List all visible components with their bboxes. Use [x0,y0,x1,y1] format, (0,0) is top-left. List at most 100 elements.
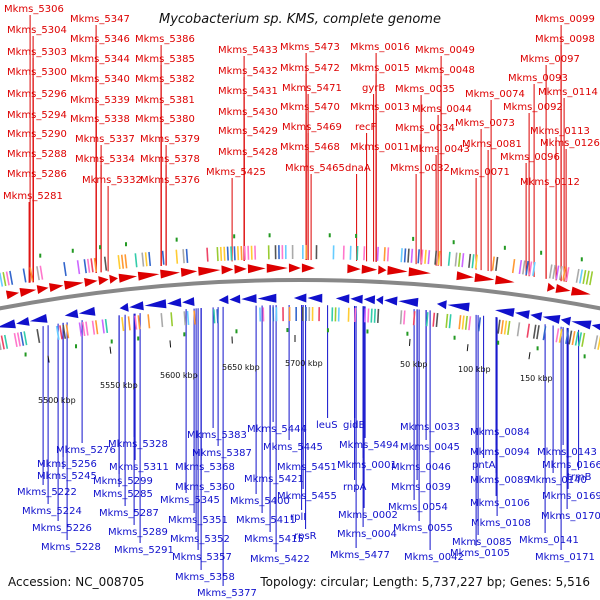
reverse-gene-arrow [398,297,419,307]
reverse-gene-arrow [384,296,398,306]
forward-gene-label: Mkms_5304 [7,25,67,36]
rna-marker [580,257,583,262]
function-stripe [121,317,125,332]
scale-tick-label: 5600 kbp [160,371,198,380]
reverse-gene-arrow [363,295,376,305]
function-stripe [137,315,141,330]
function-stripe [420,249,424,264]
forward-gene-label: Mkms_5381 [135,95,195,106]
reverse-gene-label: Mkms_0033 [400,422,460,433]
function-stripe [568,330,573,345]
function-stripe [120,254,125,269]
function-stripe [223,246,226,261]
function-stripe [0,335,5,350]
reverse-gene-label: Mkms_5360 [175,482,235,493]
forward-gene-arrow [49,283,64,292]
forward-gene-label: Mkms_5428 [218,147,278,158]
forward-gene-label: Mkms_5334 [75,154,135,165]
function-stripe [434,250,438,265]
reverse-gene-label: Mkms_0085 [452,537,512,548]
function-stripe [117,255,121,270]
scale-tick [169,340,172,348]
reverse-gene-label: Mkms_5299 [93,476,153,487]
forward-gene-arrow [198,266,221,276]
forward-gene-label: Mkms_5288 [7,149,67,160]
function-stripe [574,331,579,346]
reverse-gene-label: Mkms_0055 [393,523,453,534]
function-stripe [581,332,586,347]
reverse-gene-label: Mkms_0170 [541,511,600,522]
forward-gene-arrow [98,276,109,286]
forward-gene-label: dnaA [345,163,371,174]
function-stripe [185,248,189,263]
forward-gene-label: Mkms_5382 [135,74,195,85]
forward-gene-label: Mkms_5300 [7,67,67,78]
reverse-gene-label: Mkms_5451 [277,462,337,473]
rna-marker [355,233,358,238]
function-stripe [85,321,89,336]
function-stripe [474,254,478,269]
forward-gene-arrow [408,267,431,277]
function-stripe [477,317,482,332]
function-stripe [425,312,429,327]
reverse-gene-label: Mkms_5383 [187,430,247,441]
forward-gene-arrow [160,269,180,279]
forward-gene-label: Mkms_0113 [530,126,590,137]
function-stripe [376,246,379,261]
reverse-gene-label: Mkms_5245 [37,471,97,482]
reverse-gene-arrow [257,293,277,303]
forward-gene-label: Mkms_5472 [280,63,340,74]
rna-marker [39,253,42,258]
reverse-gene-label: Mkms_5357 [172,552,232,563]
reverse-gene-label: Mkms_0094 [470,447,530,458]
function-stripe [76,260,81,275]
rna-marker [328,233,331,238]
reverse-gene-label: Mkms_5400 [230,496,290,507]
forward-gene-arrow [555,284,571,293]
forward-gene-label: Mkms_5379 [140,134,200,145]
function-stripe [447,251,451,266]
forward-gene-arrow [495,275,515,285]
reverse-gene-label: Mkms_5345 [160,495,220,506]
forward-gene-labels: Mkms_5306Mkms_5304Mkms_5303Mkms_5300Mkms… [3,4,600,202]
forward-gene-label: Mkms_0096 [500,152,560,163]
function-stripe [226,246,229,261]
function-stripe [579,269,584,284]
reverse-gene-label: Mkms_5228 [41,542,101,553]
reverse-gene-label: Mkms_5377 [197,588,257,599]
forward-gene-label: Mkms_0073 [455,118,515,129]
rna-marker [235,329,238,334]
function-stripe [522,260,526,275]
forward-gene-label: Mkms_0035 [395,84,455,95]
function-stripe [594,335,599,350]
reverse-gene-label: Mkms_5421 [244,474,304,485]
function-stripe [407,248,410,263]
reverse-gene-label: Mkms_5358 [175,572,235,583]
forward-gene-label: Mkms_5473 [280,42,340,53]
reverse-gene-arrow [307,293,323,303]
reverse-gene-label: gidB [343,420,365,431]
forward-gene-label: Mkms_0112 [520,177,580,188]
scale-tick-label: 5650 kbp [222,363,260,372]
forward-gene-label: Mkms_5465 [285,163,345,174]
reverse-gene-label: Mkms_0054 [388,502,448,513]
forward-gene-label: Mkms_0114 [538,87,598,98]
forward-gene-label: Mkms_5469 [282,122,342,133]
reverse-gene-arrow [29,314,48,323]
forward-gene-label: Mkms_5432 [218,66,278,77]
reverse-gene-label: Mkms_0004 [337,529,397,540]
reverse-gene-label: Mkms_5328 [108,439,168,450]
reverse-gene-label: Mkms_5352 [170,534,230,545]
reverse-gene-label: Mkms_5276 [56,445,116,456]
forward-gene-label: Mkms_0071 [450,167,510,178]
reverse-gene-arrow [144,299,167,309]
reverse-gene-label: Mkms_5477 [330,550,390,561]
function-stripe [565,267,570,282]
function-stripe [597,335,600,350]
reverse-gene-label: Mkms_5411 [236,515,296,526]
function-stripe [445,313,449,328]
reverse-gene-label: rplI [290,512,306,523]
reverse-gene-label: Mkms_0143 [537,447,597,458]
